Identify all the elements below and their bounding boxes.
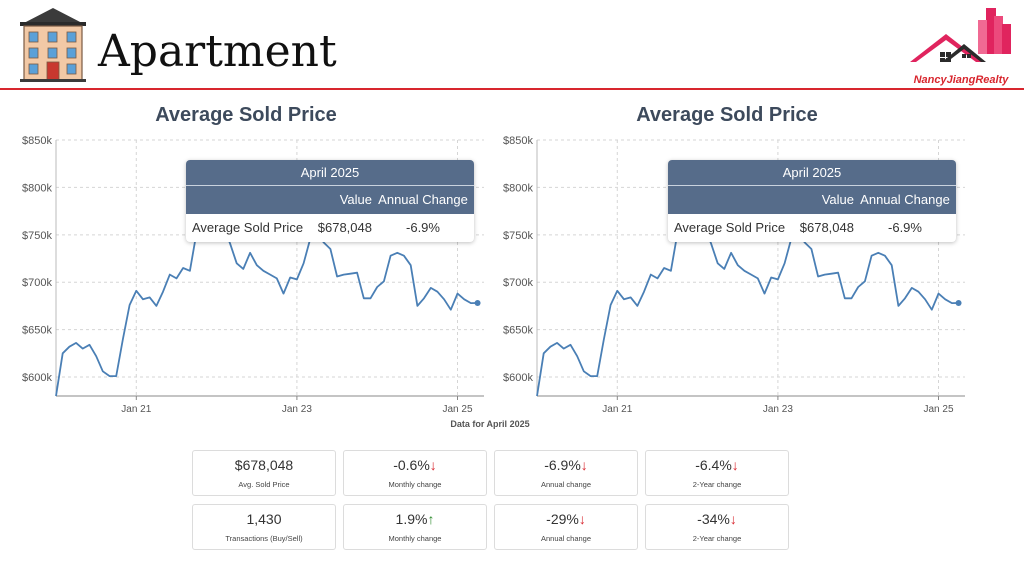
x-tick-label: Jan 25 (923, 404, 953, 415)
price-series-line (536, 182, 959, 397)
stat-label: Monthly change (388, 534, 442, 543)
tooltip-data-row: Average Sold Price $678,048 -6.9% (186, 214, 474, 242)
x-tick-label: Jan 21 (121, 404, 151, 415)
y-tick-label: $850k (22, 135, 52, 147)
tooltip-month: April 2025 (186, 160, 474, 186)
stat-value-text: -29% (546, 511, 579, 527)
data-date-note: Data for April 2025 (450, 419, 530, 429)
tooltip-header-blank (186, 186, 308, 214)
tooltip-header-blank (668, 186, 790, 214)
y-tick-label: $800k (22, 182, 52, 194)
stat-value: -0.6%↓ (344, 457, 486, 473)
y-tick-label: $750k (22, 230, 52, 242)
stat-label: Monthly change (388, 480, 442, 489)
chart-title-right: Average Sold Price (636, 104, 818, 126)
x-tick-label: Jan 23 (282, 404, 312, 415)
chart-tooltip-left: April 2025 Value Annual Change Average S… (186, 160, 474, 242)
stat-value: -29%↓ (495, 511, 637, 527)
y-tick-label: $700k (22, 277, 52, 289)
down-arrow-icon: ↓ (580, 457, 588, 473)
stat-value: 1.9%↑ (344, 511, 486, 527)
stat-label: 2-Year change (692, 534, 742, 543)
stat-label: Annual change (540, 480, 592, 489)
chart-title-left: Average Sold Price (155, 104, 337, 126)
stat-card-transactions: 1,430 Transactions (Buy/Sell) (192, 504, 336, 550)
stat-value: 1,430 (193, 511, 335, 527)
y-tick-label: $700k (503, 277, 533, 289)
stat-label: 2-Year change (692, 480, 742, 489)
stat-card-trans-annual: -29%↓ Annual change (494, 504, 638, 550)
stat-value-text: 1.9% (395, 511, 428, 527)
chart-tooltip-right: April 2025 Value Annual Change Average S… (668, 160, 956, 242)
stat-card-price-monthly: -0.6%↓ Monthly change (343, 450, 487, 496)
x-tick-label: Jan 21 (602, 404, 632, 415)
down-arrow-icon: ↓ (429, 457, 437, 473)
stat-value: -6.9%↓ (495, 457, 637, 473)
tooltip-col-value: Value (339, 192, 372, 207)
y-tick-label: $600k (503, 372, 533, 384)
stat-card-price-annual: -6.9%↓ Annual change (494, 450, 638, 496)
y-tick-label: $800k (503, 182, 533, 194)
realty-logo-icon (910, 8, 1011, 62)
brand-name: NancyJiangRealty (913, 74, 1009, 86)
header-divider (0, 88, 1024, 90)
y-tick-label: $750k (503, 230, 533, 242)
y-tick-label: $650k (22, 325, 52, 337)
price-series-line (55, 182, 478, 397)
tooltip-row-change: -6.9% (406, 220, 440, 235)
up-arrow-icon: ↑ (427, 511, 435, 527)
stat-card-price-2year: -6.4%↓ 2-Year change (645, 450, 789, 496)
page-header: Apartment NancyJiangRealty (0, 0, 1024, 90)
tooltip-header-row: Value Annual Change (186, 186, 474, 214)
down-arrow-icon: ↓ (731, 457, 739, 473)
down-arrow-icon: ↓ (578, 511, 586, 527)
x-tick-label: Jan 25 (442, 404, 472, 415)
tooltip-col-value: Value (821, 192, 854, 207)
stat-value: $678,048 (193, 457, 335, 473)
tooltip-row-label: Average Sold Price (674, 220, 786, 235)
tooltip-row-value: $678,048 (317, 220, 372, 235)
stat-value-text: -6.9% (544, 457, 581, 473)
stat-value-text: $678,048 (234, 457, 294, 473)
tooltip-row-value: $678,048 (799, 220, 854, 235)
stat-label: Transactions (Buy/Sell) (225, 534, 303, 543)
stat-value: -6.4%↓ (646, 457, 788, 473)
stat-value-text: -0.6% (393, 457, 430, 473)
tooltip-header-row: Value Annual Change (668, 186, 956, 214)
tooltip-data-row: Average Sold Price $678,048 -6.9% (668, 214, 956, 242)
tooltip-row-change: -6.9% (888, 220, 922, 235)
stat-value: -34%↓ (646, 511, 788, 527)
x-tick-label: Jan 23 (763, 404, 793, 415)
tooltip-month: April 2025 (668, 160, 956, 186)
page-title: Apartment (98, 26, 337, 77)
tooltip-col-change: Annual Change (378, 192, 468, 207)
apartment-building-icon (20, 8, 86, 82)
y-tick-label: $600k (22, 372, 52, 384)
last-data-point (474, 300, 481, 307)
last-data-point (955, 300, 962, 307)
tooltip-row-label: Average Sold Price (192, 220, 304, 235)
tooltip-col-change: Annual Change (860, 192, 950, 207)
stat-card-trans-monthly: 1.9%↑ Monthly change (343, 504, 487, 550)
down-arrow-icon: ↓ (729, 511, 737, 527)
stat-card-avg-price: $678,048 Avg. Sold Price (192, 450, 336, 496)
stat-label: Avg. Sold Price (238, 480, 290, 489)
y-tick-label: $850k (503, 135, 533, 147)
stat-value-text: -34% (697, 511, 730, 527)
stat-value-text: -6.4% (695, 457, 732, 473)
stat-label: Annual change (540, 534, 592, 543)
y-tick-label: $650k (503, 325, 533, 337)
stat-value-text: 1,430 (246, 511, 282, 527)
stat-card-trans-2year: -34%↓ 2-Year change (645, 504, 789, 550)
